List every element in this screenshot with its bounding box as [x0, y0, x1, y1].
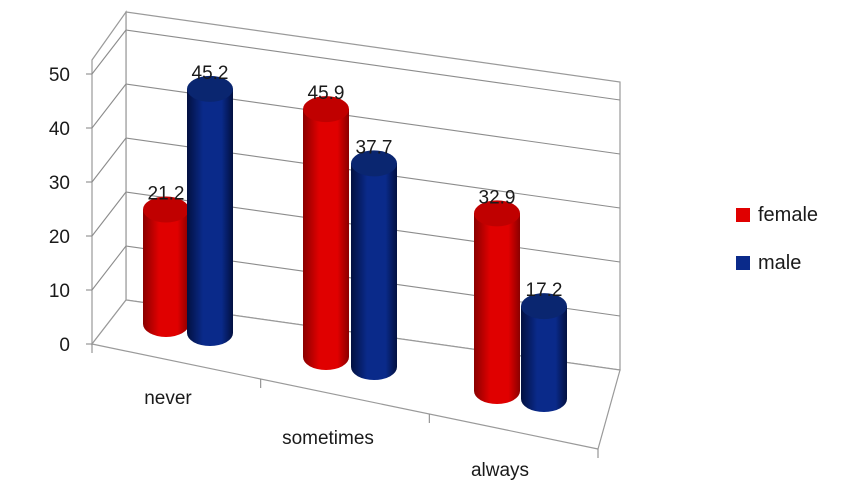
bar-top — [187, 75, 233, 102]
x-tick-label: never — [144, 388, 192, 409]
data-label: 37.7 — [356, 137, 393, 158]
bar-top — [351, 150, 397, 177]
gridline-side — [91, 191, 127, 237]
x-axis: never sometimes always — [91, 344, 599, 481]
gridline-side — [91, 245, 127, 291]
y-tick-label: 20 — [49, 227, 70, 248]
data-label: 32.9 — [479, 187, 516, 208]
y-tick-label: 40 — [49, 119, 70, 140]
bar-body — [521, 306, 567, 412]
gridline-side — [91, 137, 127, 183]
legend-swatch-male — [736, 256, 750, 270]
data-labels: 21.2 45.2 45.9 37.7 32.9 17.2 — [148, 63, 563, 301]
bar-top — [143, 196, 189, 223]
bar-top — [521, 293, 567, 320]
gridline-side — [91, 83, 127, 129]
legend-item-female: female — [736, 202, 818, 228]
bars — [143, 75, 567, 412]
x-tick-label: always — [471, 460, 529, 481]
y-tick-label: 50 — [49, 65, 70, 86]
legend-label-female: female — [758, 203, 819, 226]
bar-body — [187, 88, 233, 347]
legend-swatch-female — [736, 208, 750, 222]
legend-item-male: male — [736, 250, 818, 276]
y-tick-label: 0 — [59, 335, 70, 356]
data-label: 45.2 — [192, 63, 229, 84]
bar-female-never — [143, 196, 189, 337]
data-label: 45.9 — [308, 83, 345, 104]
legend: female male — [736, 202, 818, 298]
bar-female-always — [474, 200, 520, 404]
data-label: 17.2 — [526, 280, 563, 301]
bar-body — [351, 163, 397, 380]
x-tick-label: sometimes — [282, 428, 374, 449]
y-tick-label: 30 — [49, 173, 70, 194]
bar-female-sometimes — [303, 96, 349, 370]
bar-male-sometimes — [351, 150, 397, 380]
gridline — [125, 29, 621, 101]
legend-label-male: male — [758, 251, 802, 274]
side-wall — [91, 10, 127, 346]
bar-body — [143, 209, 189, 337]
bar-male-always — [521, 293, 567, 412]
y-tick-label: 10 — [49, 281, 70, 302]
gridline-side — [91, 29, 127, 75]
bar-male-never — [187, 75, 233, 347]
y-axis: 0 10 20 30 40 50 — [49, 65, 92, 356]
bar-top — [474, 200, 520, 227]
bar-top — [303, 96, 349, 123]
bar-body — [474, 213, 520, 404]
data-label: 21.2 — [148, 184, 185, 205]
bar-body — [303, 109, 349, 370]
